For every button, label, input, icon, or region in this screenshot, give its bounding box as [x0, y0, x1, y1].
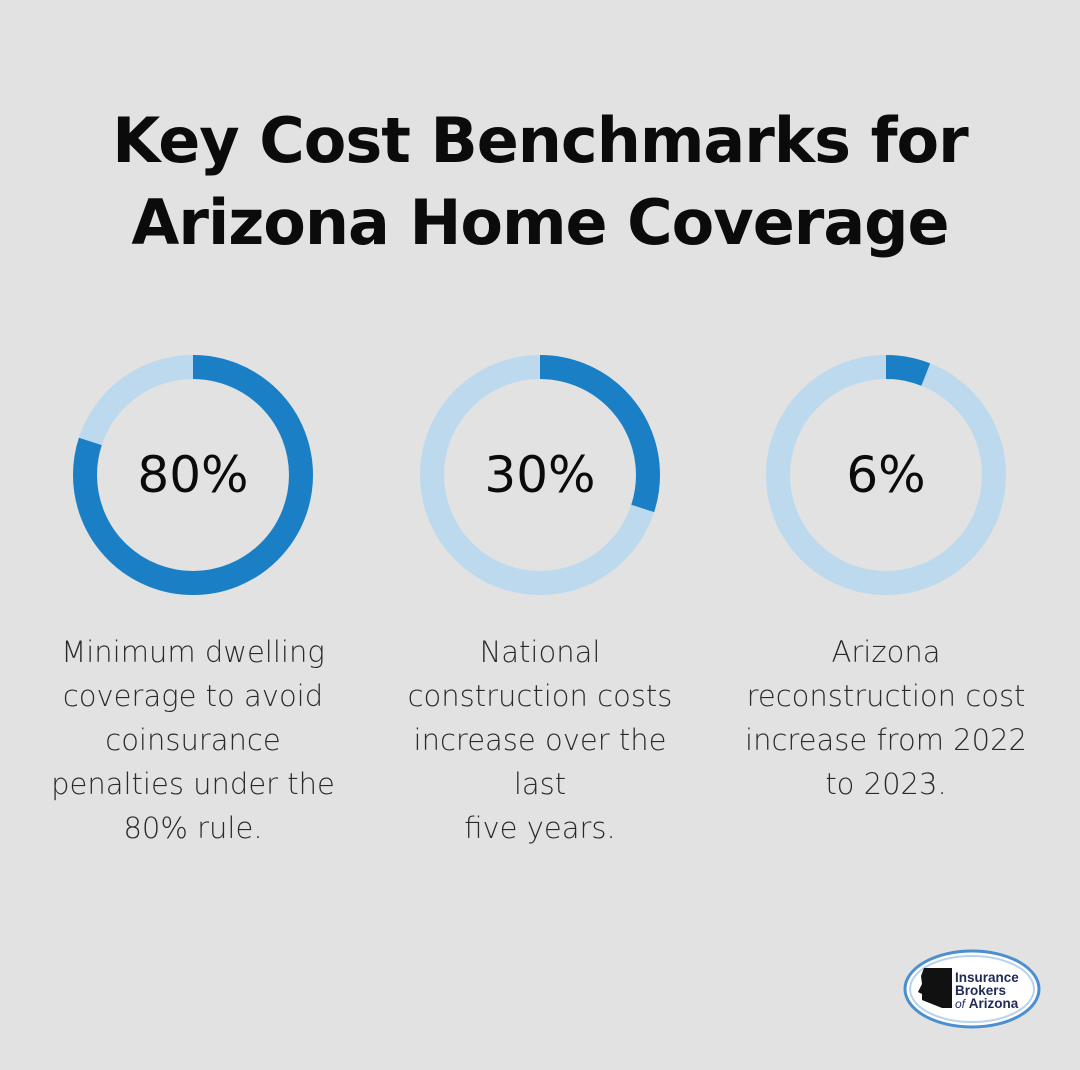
title-line-1: Key Cost Benchmarks for	[112, 104, 968, 177]
description-line: increase over the last	[413, 723, 667, 801]
logo-wordmark: Insurance Brokers of Arizona	[955, 971, 1019, 1011]
description-line: Arizona	[831, 635, 941, 669]
donut-value-3: 6%	[846, 446, 925, 504]
description-line: National	[479, 635, 601, 669]
description-line: reconstruction cost	[746, 679, 1026, 713]
donut-fill-3	[766, 355, 1006, 595]
logo-state: Arizona	[968, 996, 1019, 1011]
stat-card-3: 6% Arizona reconstruction cost increase …	[726, 350, 1046, 806]
arizona-state-outline-icon	[903, 949, 1041, 1029]
donut-chart-1: 80%	[73, 355, 313, 595]
logo-of: of	[955, 997, 966, 1011]
logo-line-2: Brokers	[955, 983, 1007, 998]
stat-card-1: 80% Minimum dwelling coverage to avoid c…	[33, 350, 353, 850]
stat-description-1: Minimum dwelling coverage to avoid coins…	[33, 630, 353, 850]
description-line: coverage to avoid	[62, 679, 324, 713]
logo-line-3: of Arizona	[955, 997, 1019, 1011]
logo-line-1: Insurance	[955, 970, 1019, 985]
donut-fill-1	[73, 355, 313, 595]
stat-card-2: 30% National construction costs increase…	[380, 350, 700, 850]
description-line: coinsurance	[105, 723, 281, 757]
description-line: construction costs	[407, 679, 673, 713]
description-line: five years.	[464, 811, 616, 845]
donut-chart-3: 6%	[766, 355, 1006, 595]
stat-description-3: Arizona reconstruction cost increase fro…	[726, 630, 1046, 806]
donut-value-2: 30%	[484, 446, 595, 504]
donut-value-1: 80%	[137, 446, 248, 504]
stat-description-2: National construction costs increase ove…	[380, 630, 700, 850]
page-title: Key Cost Benchmarks for Arizona Home Cov…	[0, 100, 1080, 264]
description-line: increase from 2022	[745, 723, 1027, 757]
donut-fill-2	[420, 355, 660, 595]
donut-chart-2: 30%	[420, 355, 660, 595]
description-line: to 2023.	[825, 767, 947, 801]
title-line-2: Arizona Home Coverage	[131, 186, 949, 259]
description-line: Minimum dwelling	[61, 635, 325, 669]
company-logo: Insurance Brokers of Arizona	[902, 948, 1042, 1030]
description-line: 80% rule.	[123, 811, 263, 845]
description-line: penalties under the	[51, 767, 335, 801]
